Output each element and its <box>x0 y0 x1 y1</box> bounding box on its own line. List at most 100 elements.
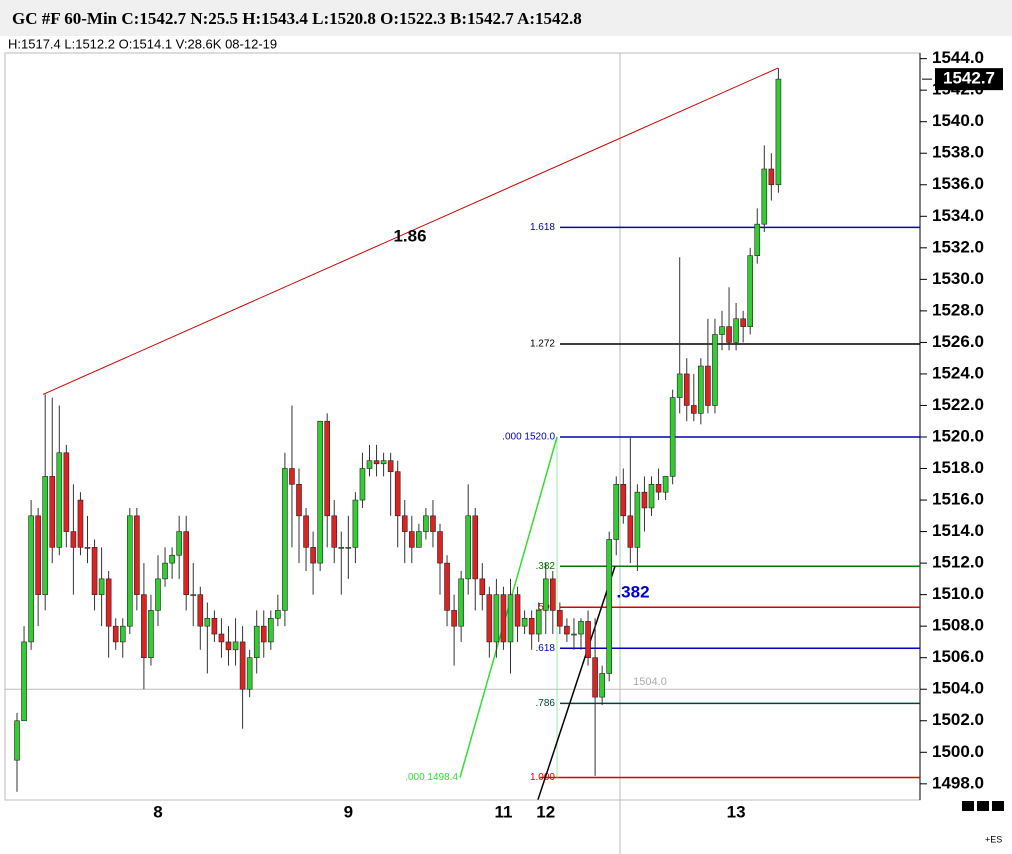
candle-body <box>564 625 570 635</box>
price-tag <box>935 68 1003 91</box>
candle-body <box>690 405 697 414</box>
candle-body <box>232 641 239 651</box>
trendline <box>537 566 616 800</box>
candle-body <box>571 633 577 636</box>
candle-body <box>14 720 20 761</box>
candle-body <box>267 617 274 643</box>
candle-body <box>528 617 535 635</box>
candle-body <box>345 547 352 549</box>
x-tick-label: 11 <box>494 802 512 821</box>
y-tick-label: 1518.0 <box>932 458 984 477</box>
candle-body <box>42 476 49 595</box>
chart-title: GC #F 60-Min C:1542.7 N:25.5 H:1543.4 L:… <box>12 9 582 28</box>
candle-body <box>507 594 514 643</box>
candle-body <box>176 531 182 556</box>
candle-body <box>535 610 542 635</box>
candle-body <box>627 515 634 548</box>
candle-body <box>366 460 373 469</box>
fib-base-label: .000 1498.4 <box>405 772 458 783</box>
candle-body <box>719 326 725 335</box>
candle-body <box>49 476 56 548</box>
y-tick-label: 1524.0 <box>932 363 984 382</box>
candle-body <box>204 617 211 627</box>
candle-body <box>303 515 309 548</box>
y-tick-label: 1532.0 <box>932 237 984 256</box>
candle-body <box>84 547 91 549</box>
candle-body <box>423 515 429 532</box>
candle-body <box>479 578 486 595</box>
candle-body <box>190 594 197 596</box>
y-tick-label: 1498.0 <box>932 773 984 792</box>
candle-body <box>712 334 718 406</box>
candle-body <box>599 673 605 698</box>
candle-body <box>557 610 563 627</box>
candle-body <box>585 621 591 658</box>
y-tick-label: 1506.0 <box>932 647 984 666</box>
candle-body <box>493 594 500 643</box>
candle-body <box>705 365 711 406</box>
candle-body <box>373 460 380 465</box>
y-tick-label: 1502.0 <box>932 710 984 729</box>
candle-body <box>634 491 641 548</box>
candle-body <box>169 554 175 564</box>
candle-body <box>430 515 436 532</box>
candle-body <box>77 499 84 548</box>
candle-body <box>253 625 260 658</box>
candle-body <box>289 468 295 485</box>
y-tick-label: 1530.0 <box>932 269 984 288</box>
price-tag-label: 1542.7 <box>943 69 995 88</box>
candle-body <box>218 633 225 643</box>
candle-body <box>768 168 775 186</box>
icon[interactable] <box>977 801 989 811</box>
title-bar <box>0 0 1012 36</box>
candle-body <box>401 515 408 532</box>
candle-body <box>317 420 323 564</box>
footer-label: +ES <box>985 834 1002 844</box>
y-tick-label: 1544.0 <box>932 48 984 67</box>
fib-label: .786 <box>536 698 556 709</box>
y-tick-label: 1510.0 <box>932 584 984 603</box>
candle-body <box>98 578 105 595</box>
chart-subtitle: H:1517.4 L:1512.2 O:1514.1 V:28.6K 08-12… <box>8 36 277 51</box>
candle-body <box>408 531 415 548</box>
icon[interactable] <box>962 801 974 811</box>
ref-label: 1504.0 <box>633 676 667 688</box>
candle-body <box>465 515 472 580</box>
candle-body <box>380 460 387 465</box>
candle-body <box>197 594 204 627</box>
candle-body <box>747 255 754 327</box>
candle-body <box>472 515 479 580</box>
candle-body <box>437 531 443 564</box>
candle-body <box>28 515 34 643</box>
candle-body <box>613 483 620 540</box>
trendline <box>42 67 779 395</box>
candle-body <box>444 562 450 611</box>
candle-body <box>451 610 457 627</box>
candle-body <box>246 657 253 690</box>
candle-body <box>155 578 161 611</box>
candle-body <box>260 625 267 643</box>
candle-body <box>211 617 218 635</box>
candle-body <box>35 515 41 595</box>
candle-body <box>683 373 690 406</box>
candle-body <box>331 515 338 548</box>
candle-body <box>324 420 331 517</box>
x-tick-label: 13 <box>727 802 746 821</box>
trendline-label: .382 <box>616 582 649 601</box>
candle-body <box>620 483 627 517</box>
candle-body <box>669 397 676 477</box>
candle-body <box>91 547 98 595</box>
y-tick-label: 1528.0 <box>932 300 984 319</box>
candle-body <box>662 476 669 493</box>
fib-label: .618 <box>536 643 556 654</box>
y-tick-label: 1514.0 <box>932 521 984 540</box>
y-tick-label: 1526.0 <box>932 332 984 351</box>
x-tick-label: 9 <box>344 802 353 821</box>
icon[interactable] <box>992 801 1004 811</box>
candle-body <box>239 641 246 690</box>
candle-body <box>162 562 168 580</box>
candle-body <box>521 617 528 627</box>
candle-body <box>352 499 359 548</box>
